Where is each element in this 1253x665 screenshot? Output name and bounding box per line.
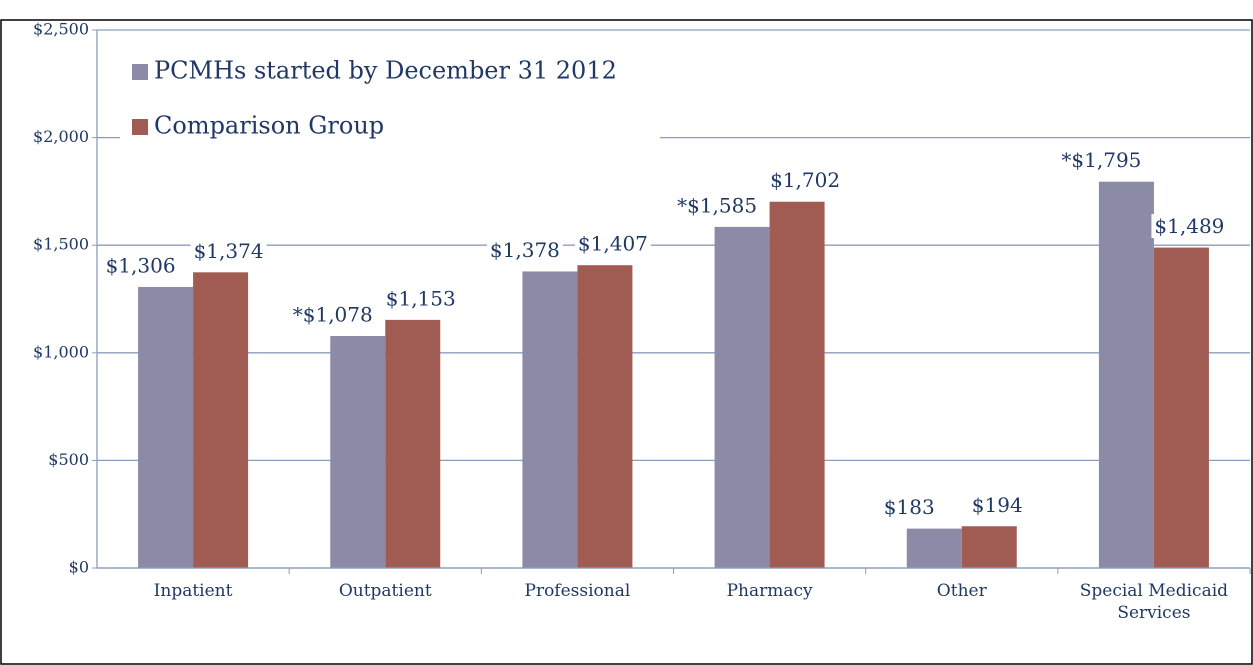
data-label: $1,489 <box>1154 214 1224 238</box>
bar <box>961 526 1017 568</box>
data-label: $183 <box>884 495 935 519</box>
bar <box>522 271 578 568</box>
data-label-bg <box>486 237 563 262</box>
y-tick-label: $0 <box>69 558 89 577</box>
y-tick-label: $500 <box>48 450 89 469</box>
y-tick-label: $2,500 <box>33 20 89 39</box>
legend-swatch <box>132 119 148 135</box>
frame <box>0 19 1253 665</box>
x-tick-label: Pharmacy <box>726 581 813 601</box>
data-label: $1,378 <box>490 238 560 262</box>
data-label-bg <box>1151 214 1228 239</box>
bar <box>769 201 825 568</box>
y-tick-label: $2,000 <box>33 127 89 146</box>
bar <box>138 286 194 568</box>
data-label: $1,306 <box>106 253 176 277</box>
bar <box>330 336 386 568</box>
data-label-bg <box>767 168 844 193</box>
data-label-bg <box>289 302 376 327</box>
data-label-bg <box>574 231 651 256</box>
data-label: $1,374 <box>194 239 264 263</box>
bar <box>1098 181 1154 568</box>
data-label-bg <box>190 238 267 263</box>
bar <box>385 319 441 568</box>
data-label-bg <box>880 495 938 520</box>
x-tick-label: Outpatient <box>338 581 432 601</box>
bar <box>1153 247 1209 568</box>
x-tick-label: Professional <box>524 581 631 601</box>
bar <box>577 265 633 568</box>
x-tick-label: Inpatient <box>153 581 233 601</box>
legend-label: PCMHs started by December 31 2012 <box>154 57 617 85</box>
data-label-bg <box>1058 148 1145 173</box>
y-tick-label: $1,000 <box>33 342 89 361</box>
data-label: *$1,795 <box>1061 148 1141 172</box>
bar <box>193 272 249 568</box>
data-label: *$1,585 <box>677 193 757 217</box>
data-label: $1,407 <box>578 232 648 256</box>
data-label: $1,702 <box>770 168 840 192</box>
data-label-bg <box>382 286 459 311</box>
y-tick-label: $1,500 <box>33 235 89 254</box>
x-tick-label: Other <box>936 581 987 601</box>
bar <box>906 528 962 568</box>
data-label: *$1,078 <box>293 303 373 327</box>
legend-label: Comparison Group <box>154 112 384 140</box>
bar <box>714 226 770 568</box>
data-label-bg <box>102 253 179 278</box>
legend-swatch <box>132 64 148 80</box>
data-label: $1,153 <box>386 286 456 310</box>
data-label-bg <box>674 193 761 218</box>
data-label-bg <box>968 492 1026 517</box>
data-label: $194 <box>972 493 1023 517</box>
legend-bg <box>120 45 660 155</box>
x-tick-label: Special Medicaid Services <box>1079 581 1229 623</box>
